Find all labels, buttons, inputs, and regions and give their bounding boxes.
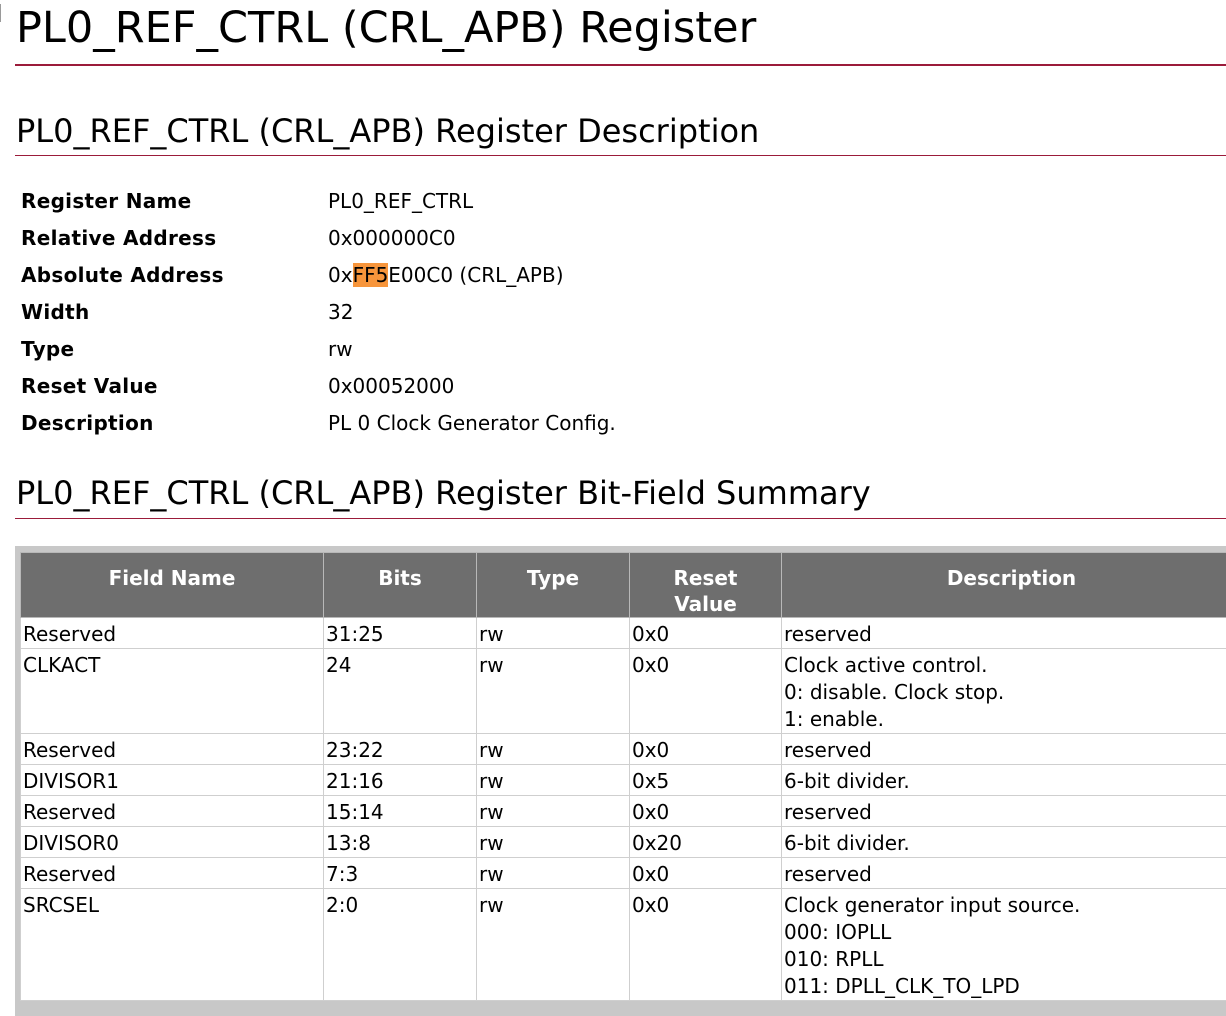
reset-value-cell: 0x5 [630,765,782,796]
description-divider [15,155,1226,156]
summary-divider [15,518,1226,519]
reset-value-header-text: Reset Value [666,565,746,617]
description-value: PL 0 Clock Generator Config. [328,411,616,435]
description-cell: Clock active control.0: disable. Clock s… [782,649,1226,734]
description-cell: reserved [782,796,1226,827]
bits-cell: 15:14 [324,796,477,827]
field-name-cell: Reserved [21,618,324,649]
reset-value-cell: 0x20 [630,827,782,858]
reset-value-cell: 0x0 [630,858,782,889]
absolute-address-label: Absolute Address [21,263,224,287]
field-name-cell: DIVISOR0 [21,827,324,858]
relative-address-label: Relative Address [21,226,216,250]
description-line: 6-bit divider. [784,830,1226,857]
description-cell: reserved [782,858,1226,889]
description-line: Clock generator input source. [784,892,1226,919]
reset-value-cell: 0x0 [630,734,782,765]
left-edge-marker [0,0,4,1007]
bits-cell: 21:16 [324,765,477,796]
type-cell: rw [477,858,630,889]
type-cell: rw [477,796,630,827]
width-value: 32 [328,300,353,324]
description-cell: reserved [782,618,1226,649]
bits-cell: 23:22 [324,734,477,765]
reset-value-cell: 0x0 [630,618,782,649]
description-line: 000: IOPLL [784,919,1226,946]
column-header-reset-value: Reset Value [630,553,782,618]
bitfield-summary-title: PL0_REF_CTRL (CRL_APB) Register Bit-Fiel… [16,473,871,513]
description-line: 6-bit divider. [784,768,1226,795]
bits-cell: 24 [324,649,477,734]
bitfield-table: Field Name Bits Type Reset Value Descrip… [20,552,1226,1001]
type-value: rw [328,337,353,361]
bits-cell: 13:8 [324,827,477,858]
description-line: 0: disable. Clock stop. [784,679,1226,706]
description-cell: 6-bit divider. [782,765,1226,796]
field-name-cell: Reserved [21,858,324,889]
bits-cell: 7:3 [324,858,477,889]
type-label: Type [21,337,74,361]
column-header-description: Description [782,553,1226,618]
page-title: PL0_REF_CTRL (CRL_APB) Register [16,0,756,56]
reset-value-value: 0x00052000 [328,374,454,398]
description-line: reserved [784,621,1226,648]
table-header-row: Field Name Bits Type Reset Value Descrip… [21,553,1226,618]
field-name-cell: Reserved [21,796,324,827]
reset-value-label: Reset Value [21,374,158,398]
field-name-cell: CLKACT [21,649,324,734]
reset-value-cell: 0x0 [630,889,782,1001]
relative-address-value: 0x000000C0 [328,226,456,250]
description-line: reserved [784,737,1226,764]
reset-value-cell: 0x0 [630,649,782,734]
type-cell: rw [477,734,630,765]
field-name-cell: DIVISOR1 [21,765,324,796]
description-cell: 6-bit divider. [782,827,1226,858]
register-name-label: Register Name [21,189,192,213]
description-line: Clock active control. [784,652,1226,679]
type-cell: rw [477,649,630,734]
reset-value-cell: 0x0 [630,796,782,827]
register-name-value: PL0_REF_CTRL [328,189,473,213]
field-name-cell: Reserved [21,734,324,765]
description-cell: reserved [782,734,1226,765]
description-line: reserved [784,861,1226,888]
width-label: Width [21,300,90,324]
description-line: 010: RPLL [784,946,1226,973]
bitfield-table-frame: Field Name Bits Type Reset Value Descrip… [15,546,1226,1016]
column-header-bits: Bits [324,553,477,618]
type-cell: rw [477,889,630,1001]
type-cell: rw [477,765,630,796]
absolute-address-value: 0xFF5E00C0 (CRL_APB) [328,263,564,287]
title-divider [15,64,1226,66]
description-label: Description [21,411,154,435]
column-header-field-name: Field Name [21,553,324,618]
bits-cell: 2:0 [324,889,477,1001]
type-cell: rw [477,827,630,858]
bits-cell: 31:25 [324,618,477,649]
absolute-address-prefix: 0x [328,263,353,287]
absolute-address-suffix: E00C0 (CRL_APB) [388,263,563,287]
search-highlight: FF5 [353,263,389,287]
description-line: 011: DPLL_CLK_TO_LPD [784,973,1226,1000]
description-line: reserved [784,799,1226,826]
column-header-type: Type [477,553,630,618]
field-name-cell: SRCSEL [21,889,324,1001]
description-line: 1: enable. [784,706,1226,733]
type-cell: rw [477,618,630,649]
description-section-title: PL0_REF_CTRL (CRL_APB) Register Descript… [16,111,759,151]
